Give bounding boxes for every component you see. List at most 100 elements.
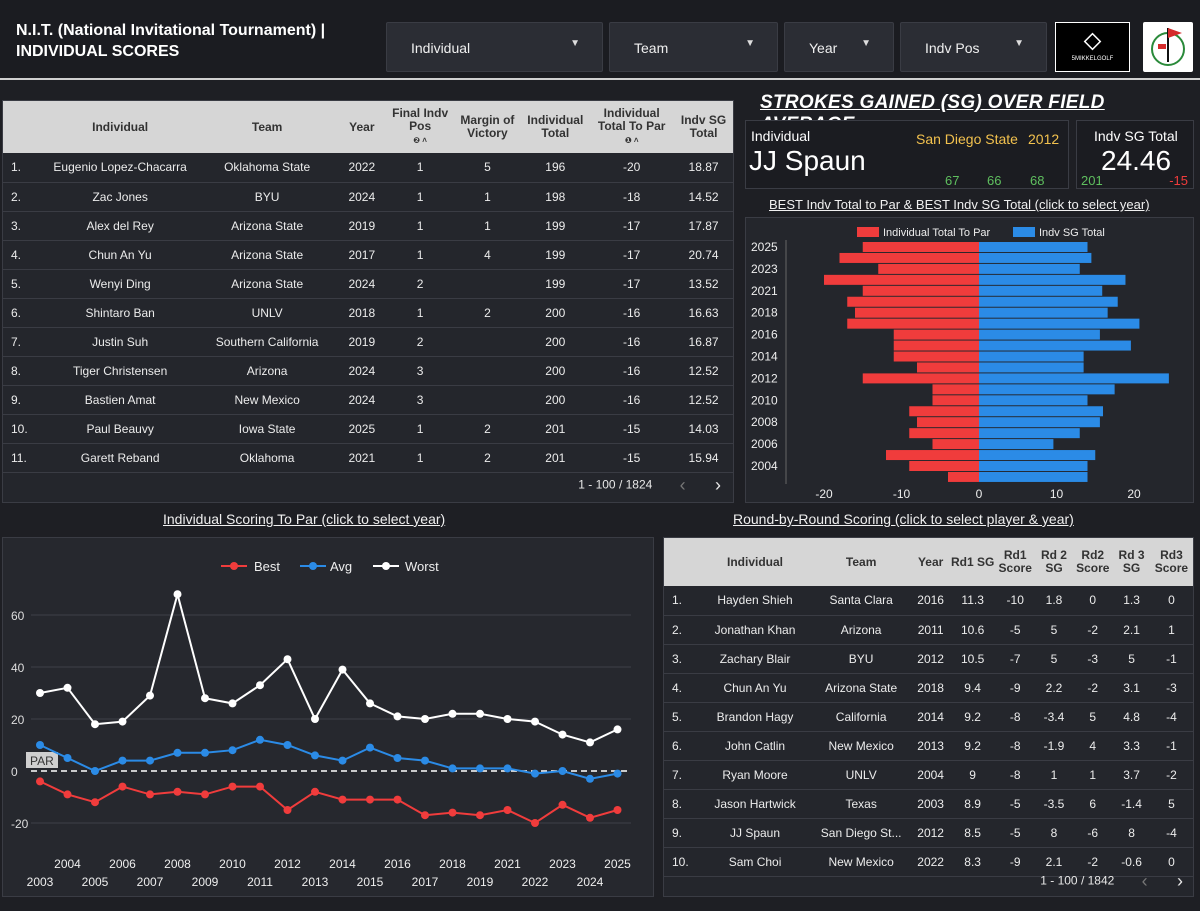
point-best-2005	[91, 798, 99, 807]
bar-sg-total-2010	[979, 395, 1088, 406]
sort-icon[interactable]: ❶ ˄	[624, 136, 639, 145]
team-column-header[interactable]: Team	[811, 538, 911, 586]
margin-of-victory-column-header[interactable]: Margin of Victory	[453, 101, 522, 153]
legend-dot-best	[230, 562, 238, 570]
indv-sg-total-column-header[interactable]: Indv SG Total	[674, 101, 733, 153]
chevron-right-icon[interactable]: ›	[715, 475, 721, 495]
point-avg-2008	[173, 748, 182, 757]
point-worst-2007	[146, 691, 154, 700]
sg-player-card[interactable]: Individual JJ Spaun San Diego State 2012…	[745, 120, 1069, 189]
total-to-par-column-header[interactable]: Individual Total To Par ❶ ˄	[589, 101, 675, 153]
chevron-right-icon[interactable]: ›	[1177, 871, 1183, 891]
point-worst-2014	[338, 665, 347, 674]
to-par-cell: -18	[589, 182, 675, 212]
x-tick-label: 2010	[219, 857, 246, 871]
x-tick-label: 2003	[27, 875, 54, 889]
table-row[interactable]: 1. Eugenio Lopez-Chacarra Oklahoma State 20…	[3, 153, 733, 183]
rd3-sg-column-header[interactable]: Rd 3 SG	[1113, 538, 1150, 586]
bar-sg-total-2017	[979, 318, 1140, 329]
player-year: 2012	[1028, 131, 1060, 147]
x-tick-label: 2018	[439, 857, 466, 871]
scoring-to-par-line-chart[interactable]: Best Avg Worst -20 0 20 40 60 PAR 2004 2006 2008…	[3, 538, 653, 896]
point-worst-2023	[558, 730, 567, 739]
margin-cell: 2	[453, 443, 522, 473]
rd1-sg-column-header[interactable]: Rd1 SG	[950, 538, 995, 586]
table-row[interactable]: 10. Paul Beauvy Iowa State 2025 1 2 201 -15 14.0…	[3, 414, 733, 444]
individual-total-column-header[interactable]: Individual Total	[521, 101, 590, 153]
point-avg-2014	[338, 756, 347, 765]
margin-cell	[453, 385, 522, 415]
indv-pos-filter-dropdown[interactable]: Indv Pos ▼	[900, 22, 1047, 72]
table-row[interactable]: 4. Chun An Yu Arizona State 2018 9.4 -9 2.2 -2 3…	[664, 673, 1193, 703]
year-cell: 2022	[336, 153, 387, 183]
table-row[interactable]: 6. Shintaro Ban UNLV 2018 1 2 200 -16 16.63	[3, 298, 733, 328]
table-row[interactable]: 6. John Catlin New Mexico 2013 9.2 -8 -1.9 4 3.3…	[664, 731, 1193, 761]
point-avg-2017	[421, 756, 429, 765]
table-row[interactable]: 8. Jason Hartwick Texas 2003 8.9 -5 -3.5 6 -1.4 5	[664, 789, 1193, 819]
point-worst-2011	[256, 681, 264, 690]
individual-column-header[interactable]: Individual	[42, 101, 198, 153]
bar-sg-total-2014	[979, 351, 1084, 362]
best-by-year-chart-panel[interactable]: Individual Total To Par Indv SG Total 20…	[745, 217, 1194, 503]
best-by-year-bar-chart[interactable]: Individual Total To Par Indv SG Total 20…	[746, 218, 1193, 502]
chevron-left-icon[interactable]: ‹	[1141, 871, 1148, 891]
table-row[interactable]: 5. Wenyi Ding Arizona State 2024 2 199 -17 13.5…	[3, 269, 733, 299]
rd1-score-column-header[interactable]: Rd1 Score	[994, 538, 1036, 586]
rd3-score-cell: 1	[1149, 615, 1193, 645]
rank-cell: 9.	[3, 385, 43, 415]
table-row[interactable]: 9. JJ Spaun San Diego St... 2012 8.5 -5 8 -6 8 -4	[664, 818, 1193, 848]
rd2-sg-column-header[interactable]: Rd 2 SG	[1035, 538, 1073, 586]
rd2-sg-cell: 2.1	[1035, 847, 1073, 877]
year-column-header[interactable]: Year	[910, 538, 951, 586]
table-row[interactable]: 10. Sam Choi New Mexico 2022 8.3 -9 2.1 -2 -0.6 0	[664, 847, 1193, 877]
chevron-left-icon[interactable]: ‹	[679, 475, 686, 495]
sg-total-cell: 15.94	[674, 443, 733, 473]
bar-sg-total-2012	[979, 373, 1169, 384]
rank-column-header	[664, 538, 699, 586]
team-cell: Arizona State	[197, 269, 337, 299]
table-row[interactable]: 7. Ryan Moore UNLV 2004 9 -8 1 1 3.7 -2	[664, 760, 1193, 790]
table-row[interactable]: 4. Chun An Yu Arizona State 2017 1 4 199 -17 20.…	[3, 240, 733, 270]
y-tick-label: -20	[11, 817, 29, 831]
rd2-score-column-header[interactable]: Rd2 Score	[1072, 538, 1114, 586]
rank-cell: 10.	[664, 847, 699, 877]
year-filter-dropdown[interactable]: Year ▼	[784, 22, 894, 72]
table-row[interactable]: 3. Alex del Rey Arizona State 2019 1 1 199 -17 1…	[3, 211, 733, 241]
final-pos-cell: 1	[386, 153, 454, 183]
bar-to-par-2014	[893, 351, 979, 362]
table-row[interactable]: 2. Zac Jones BYU 2024 1 1 198 -18 14.52	[3, 182, 733, 212]
bar-to-par-2016	[893, 329, 979, 340]
individual-cell: Bastien Amat	[42, 385, 198, 415]
y-tick-label-2023: 2023	[751, 262, 778, 276]
bar-sg-total-2009	[979, 406, 1103, 417]
best-by-year-chart-title: BEST Indv Total to Par & BEST Indv SG To…	[769, 197, 1150, 212]
table-row[interactable]: 9. Bastien Amat New Mexico 2024 3 200 -16 12.52	[3, 385, 733, 415]
team-column-header[interactable]: Team	[197, 101, 337, 153]
table-header-row: Individual Team Year Rd1 SG Rd1 Score Rd…	[664, 538, 1193, 586]
rd3-score-cell: 0	[1149, 847, 1193, 877]
team-filter-dropdown[interactable]: Team ▼	[609, 22, 778, 72]
sort-icon[interactable]: ❷ ˄	[413, 136, 427, 145]
point-worst-2015	[366, 699, 374, 708]
sg-total-value: 24.46	[1101, 145, 1172, 176]
series-line-best	[39, 780, 618, 825]
table-row[interactable]: 8. Tiger Christensen Arizona 2024 3 200 -16 12.…	[3, 356, 733, 386]
rd1-sg-cell: 10.6	[950, 615, 995, 645]
table-row[interactable]: 2. Jonathan Khan Arizona 2011 10.6 -5 5 -2 2.1 1	[664, 615, 1193, 645]
final-indv-pos-column-header[interactable]: Final Indv Pos ❷ ˄	[386, 101, 454, 153]
table-row[interactable]: 3. Zachary Blair BYU 2012 10.5 -7 5 -3 5 -1	[664, 644, 1193, 674]
year-column-header[interactable]: Year	[336, 101, 387, 153]
individual-filter-dropdown[interactable]: Individual ▼	[386, 22, 603, 72]
team-cell: New Mexico	[197, 385, 337, 415]
scoring-to-par-chart-panel[interactable]: Best Avg Worst -20 0 20 40 60 PAR 2004 2006 2008…	[2, 537, 654, 897]
sg-total-cell: 18.87	[674, 153, 733, 183]
individual-column-header[interactable]: Individual	[698, 538, 812, 586]
table-row[interactable]: 11. Garett Reband Oklahoma 2021 1 2 201 -15 15.9…	[3, 443, 733, 473]
table-row[interactable]: 7. Justin Suh Southern California 2019 2 200-…	[3, 327, 733, 357]
rd3-score-column-header[interactable]: Rd3 Score	[1149, 538, 1193, 586]
individual-cell: Zachary Blair	[698, 644, 812, 674]
y-tick-label-2008: 2008	[751, 415, 778, 429]
table-row[interactable]: 5. Brandon Hagy California 2014 9.2 -8 -3.4 5 4.…	[664, 702, 1193, 732]
table-row[interactable]: 1. Hayden Shieh Santa Clara 2016 11.3 -10 1.8 0…	[664, 586, 1193, 616]
point-avg-2023	[558, 767, 567, 775]
